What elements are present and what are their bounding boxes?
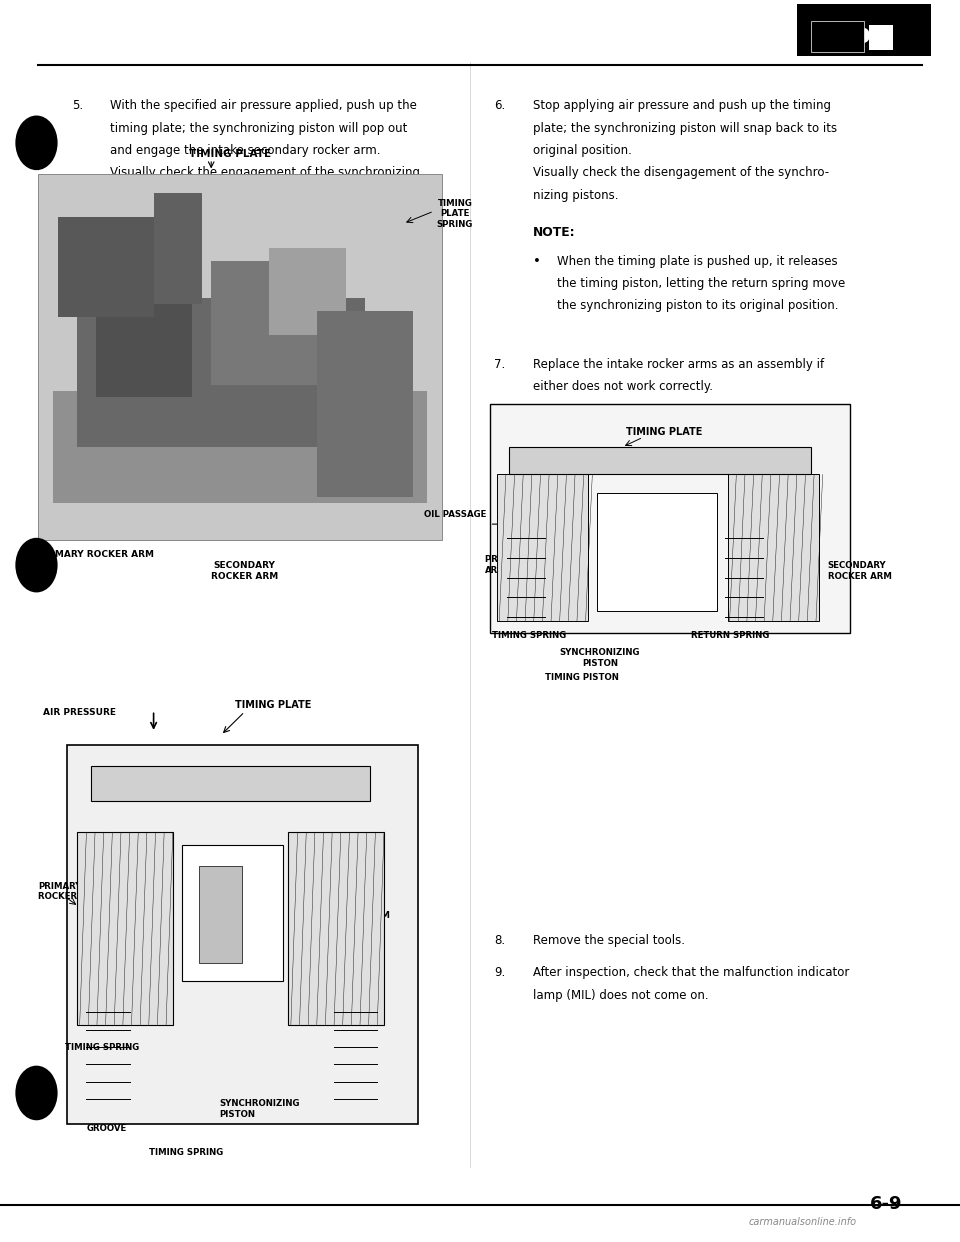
FancyBboxPatch shape (869, 25, 893, 50)
Text: and engage the intake secondary rocker arm.: and engage the intake secondary rocker a… (110, 144, 381, 156)
Text: OIL PASSAGE: OIL PASSAGE (424, 510, 487, 519)
Circle shape (829, 27, 841, 42)
Circle shape (15, 1066, 58, 1120)
Text: Visually check the engagement of the synchronizing: Visually check the engagement of the syn… (110, 166, 420, 179)
FancyBboxPatch shape (96, 224, 192, 397)
Circle shape (858, 27, 870, 42)
Text: TIMING PLATE: TIMING PLATE (189, 149, 272, 159)
FancyBboxPatch shape (199, 866, 242, 963)
Text: PRIMARY ROCKER ARM: PRIMARY ROCKER ARM (38, 550, 155, 559)
FancyBboxPatch shape (597, 493, 717, 611)
Text: plate; the synchronizing piston will snap back to its: plate; the synchronizing piston will sna… (533, 122, 837, 134)
FancyBboxPatch shape (728, 474, 819, 621)
FancyBboxPatch shape (509, 447, 811, 474)
Text: TIMING PLATE: TIMING PLATE (235, 700, 312, 710)
Text: 7.: 7. (494, 358, 506, 370)
FancyBboxPatch shape (53, 391, 427, 503)
Text: TIMING PLATE: TIMING PLATE (626, 427, 703, 437)
FancyBboxPatch shape (797, 4, 931, 56)
Text: •: • (110, 255, 118, 267)
FancyBboxPatch shape (77, 298, 365, 447)
Text: GROOVE: GROOVE (86, 1124, 127, 1133)
Text: AIR PRESSURE: AIR PRESSURE (43, 708, 116, 717)
Text: nizing pistons.: nizing pistons. (533, 189, 618, 201)
FancyBboxPatch shape (154, 193, 202, 304)
Text: SYNCHRONIZING
PISTON: SYNCHRONIZING PISTON (560, 648, 640, 668)
FancyBboxPatch shape (811, 21, 864, 52)
Text: TIMING PISTON: TIMING PISTON (545, 673, 619, 682)
Text: The synchronizing piston can be seen in the gap: The synchronizing piston can be seen in … (134, 255, 421, 267)
Text: piston.: piston. (110, 189, 151, 201)
Text: TIMING SPRING: TIMING SPRING (149, 1148, 223, 1156)
Text: PRIMARY
ROCKER ARM: PRIMARY ROCKER ARM (38, 882, 103, 902)
Text: 9.: 9. (494, 966, 506, 979)
Text: NOTE:: NOTE: (533, 226, 575, 238)
FancyBboxPatch shape (211, 261, 346, 385)
FancyBboxPatch shape (91, 766, 370, 801)
FancyBboxPatch shape (58, 217, 154, 317)
Circle shape (15, 538, 58, 592)
Text: 6-9: 6-9 (870, 1195, 902, 1212)
Text: 8.: 8. (494, 934, 506, 946)
Text: 5.: 5. (72, 99, 84, 112)
Text: 6.: 6. (494, 99, 506, 112)
Circle shape (815, 27, 827, 42)
Text: •: • (110, 309, 118, 322)
Text: TIMING SPRING: TIMING SPRING (492, 631, 565, 640)
Circle shape (15, 116, 58, 170)
Text: SECONDARY
ROCKER ARM: SECONDARY ROCKER ARM (828, 561, 892, 581)
Text: Stop applying air pressure and push up the timing: Stop applying air pressure and push up t… (533, 99, 830, 112)
Text: SECONDARY
ROCKER ARM: SECONDARY ROCKER ARM (326, 900, 391, 920)
Text: After inspection, check that the malfunction indicator: After inspection, check that the malfunc… (533, 966, 850, 979)
Circle shape (844, 27, 855, 42)
Text: NOTE:: NOTE: (110, 226, 153, 238)
Text: PRIMARY ROCKER
ARM: PRIMARY ROCKER ARM (485, 555, 570, 575)
Text: With the specified air pressure applied, push up the: With the specified air pressure applied,… (110, 99, 418, 112)
Text: RETURN SPRING: RETURN SPRING (691, 631, 770, 640)
FancyBboxPatch shape (490, 404, 850, 633)
Text: With the timing plate engaged in the groove on: With the timing plate engaged in the gro… (134, 309, 417, 322)
FancyBboxPatch shape (182, 845, 283, 981)
Text: SYNCHRONIZING
PISTON: SYNCHRONIZING PISTON (219, 1099, 300, 1119)
Text: timing plate; the synchronizing piston will pop out: timing plate; the synchronizing piston w… (110, 122, 408, 134)
Text: Replace the intake rocker arms as an assembly if: Replace the intake rocker arms as an ass… (533, 358, 824, 370)
FancyBboxPatch shape (77, 832, 173, 1025)
FancyBboxPatch shape (269, 248, 346, 335)
Text: the synchronizing piston to its original position.: the synchronizing piston to its original… (557, 299, 838, 312)
FancyBboxPatch shape (317, 310, 413, 497)
Text: pushed out position.: pushed out position. (134, 354, 255, 366)
Text: When the timing plate is pushed up, it releases: When the timing plate is pushed up, it r… (557, 255, 837, 267)
FancyBboxPatch shape (38, 174, 442, 540)
Text: Visually check the disengagement of the synchro-: Visually check the disengagement of the … (533, 166, 828, 179)
Text: either does not work correctly.: either does not work correctly. (533, 380, 712, 392)
Text: •: • (533, 255, 540, 267)
Text: between the secondary and primary rocker arms.: between the secondary and primary rocker… (134, 277, 428, 289)
Text: TIMING
PLATE
SPRING: TIMING PLATE SPRING (437, 199, 473, 229)
Text: lamp (MIL) does not come on.: lamp (MIL) does not come on. (533, 989, 708, 1001)
Text: original position.: original position. (533, 144, 632, 156)
Text: SECONDARY
ROCKER ARM: SECONDARY ROCKER ARM (211, 561, 278, 581)
Text: the timing piston, letting the return spring move: the timing piston, letting the return sp… (557, 277, 845, 289)
FancyBboxPatch shape (288, 832, 384, 1025)
Text: TIMING SPRING: TIMING SPRING (65, 1043, 139, 1052)
Text: Remove the special tools.: Remove the special tools. (533, 934, 684, 946)
FancyBboxPatch shape (497, 474, 588, 621)
Text: carmanualsonline.info: carmanualsonline.info (749, 1217, 857, 1227)
Text: the timing piston, the piston is locked in the: the timing piston, the piston is locked … (134, 332, 396, 344)
FancyBboxPatch shape (67, 745, 418, 1124)
